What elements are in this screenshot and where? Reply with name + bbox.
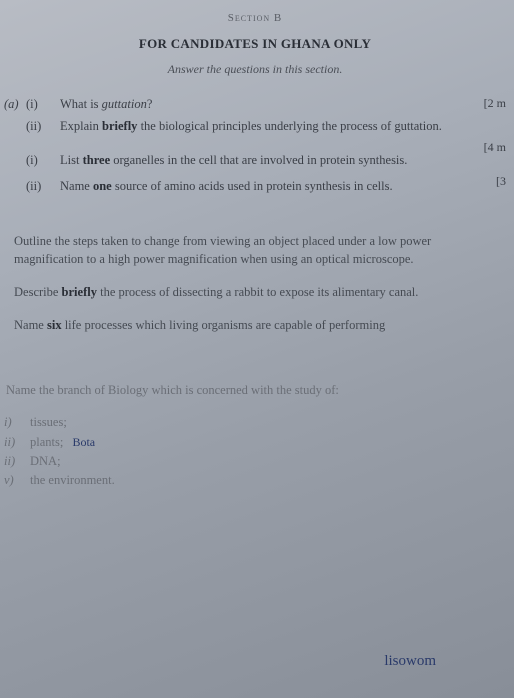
bold-briefly-1: briefly bbox=[102, 119, 137, 133]
instruction: Answer the questions in this section. bbox=[4, 62, 506, 77]
text-b-i: List three organelles in the cell that a… bbox=[60, 151, 506, 169]
branch-list: i) tissues; ii) plants; Bota ii) DNA; v)… bbox=[4, 413, 506, 491]
text-b-ii: Name one source of amino acids used in p… bbox=[60, 177, 506, 195]
branch-iv-text: the environment. bbox=[30, 471, 506, 490]
text-b-ii-post: source of amino acids used in protein sy… bbox=[112, 179, 393, 193]
label-b-i: (i) bbox=[26, 151, 60, 169]
branch-iii: ii) DNA; bbox=[4, 452, 506, 471]
branch-ii-label: ii) bbox=[4, 433, 30, 452]
section-label: Section B bbox=[4, 12, 506, 24]
para3-post: life processes which living organisms ar… bbox=[62, 318, 386, 332]
question-a-ii: (ii) Explain briefly the biological prin… bbox=[4, 117, 506, 135]
question-b-i: (i) List three organelles in the cell th… bbox=[4, 151, 506, 169]
branch-i-text: tissues; bbox=[30, 413, 506, 432]
branch-i: i) tissues; bbox=[4, 413, 506, 432]
branch-ii-text: plants; Bota bbox=[30, 433, 506, 452]
text-b-ii-pre: Name bbox=[60, 179, 93, 193]
text-a-i-pre: What is bbox=[60, 97, 102, 111]
label-a: (a) bbox=[4, 95, 26, 113]
para3-pre: Name bbox=[14, 318, 47, 332]
text-a-i: What is guttation? bbox=[60, 95, 506, 113]
text-b-i-pre: List bbox=[60, 153, 83, 167]
branch-iii-text: DNA; bbox=[30, 452, 506, 471]
bold-three: three bbox=[83, 153, 111, 167]
branch-iv: v) the environment. bbox=[4, 471, 506, 490]
para2-pre: Describe bbox=[14, 285, 62, 299]
para-dissect: Describe briefly the process of dissecti… bbox=[14, 283, 500, 302]
question-b-ii: (ii) Name one source of amino acids used… bbox=[4, 177, 506, 195]
bold-six: six bbox=[47, 318, 62, 332]
branch-i-label: i) bbox=[4, 413, 30, 432]
branch-ii-print: plants; bbox=[30, 435, 63, 449]
branch-ii: ii) plants; Bota bbox=[4, 433, 506, 452]
label-a-i: (i) bbox=[26, 95, 60, 113]
branch-intro: Name the branch of Biology which is conc… bbox=[6, 381, 500, 400]
bold-briefly-2: briefly bbox=[62, 285, 97, 299]
text-a-ii-post: the biological principles underlying the… bbox=[137, 119, 441, 133]
page-title: FOR CANDIDATES IN GHANA ONLY bbox=[4, 36, 506, 52]
label-a-ii: (ii) bbox=[26, 117, 60, 135]
para-microscope: Outline the steps taken to change from v… bbox=[14, 232, 500, 270]
text-a-ii: Explain briefly the biological principle… bbox=[60, 117, 506, 135]
para-life-processes: Name six life processes which living org… bbox=[14, 316, 500, 335]
branch-iii-label: ii) bbox=[4, 452, 30, 471]
question-a-i: (a) (i) What is guttation? [2 m bbox=[4, 95, 506, 113]
branch-iv-label: v) bbox=[4, 471, 30, 490]
marks-a-i: [2 m bbox=[484, 95, 506, 112]
handwriting-signature: lisowom bbox=[384, 653, 436, 670]
label-b-ii: (ii) bbox=[26, 177, 60, 195]
term-guttation: guttation bbox=[102, 97, 147, 111]
handwriting-bota: Bota bbox=[72, 435, 95, 449]
text-b-i-post: organelles in the cell that are involved… bbox=[110, 153, 407, 167]
text-a-i-post: ? bbox=[147, 97, 153, 111]
exam-page: Section B FOR CANDIDATES IN GHANA ONLY A… bbox=[4, 12, 506, 686]
para2-post: the process of dissecting a rabbit to ex… bbox=[97, 285, 418, 299]
text-a-ii-pre: Explain bbox=[60, 119, 102, 133]
bold-one: one bbox=[93, 179, 112, 193]
